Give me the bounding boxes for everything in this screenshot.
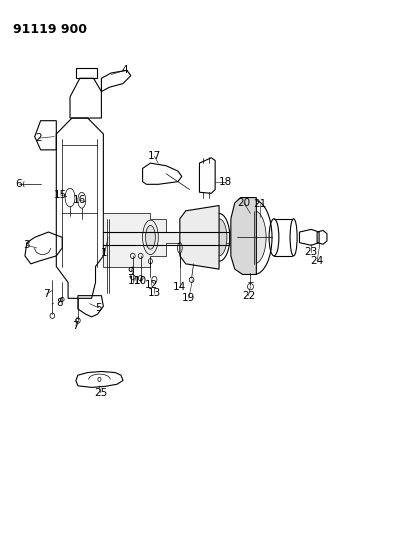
Text: 24: 24: [310, 256, 324, 266]
Text: 4: 4: [122, 66, 128, 75]
Text: 16: 16: [73, 195, 87, 205]
Text: 10: 10: [134, 276, 147, 286]
Text: 8: 8: [56, 297, 63, 308]
Text: 2: 2: [35, 133, 42, 143]
Text: 22: 22: [242, 290, 255, 301]
Text: 23: 23: [305, 247, 318, 257]
Text: 25: 25: [94, 387, 107, 398]
Text: 3: 3: [24, 240, 30, 251]
Text: 91119 900: 91119 900: [13, 22, 87, 36]
Text: 6: 6: [16, 179, 23, 189]
Polygon shape: [180, 206, 219, 269]
Text: 20: 20: [237, 198, 250, 208]
Text: 11: 11: [128, 276, 141, 286]
Polygon shape: [231, 198, 256, 274]
Text: 14: 14: [173, 281, 186, 292]
Text: 13: 13: [148, 288, 161, 298]
Text: 19: 19: [182, 293, 196, 303]
Text: 18: 18: [218, 176, 231, 187]
Polygon shape: [103, 214, 229, 266]
Ellipse shape: [243, 211, 266, 264]
Text: 7: 7: [43, 289, 50, 299]
Text: 9: 9: [128, 267, 134, 277]
Text: 17: 17: [148, 151, 161, 161]
Ellipse shape: [211, 219, 227, 256]
Text: 15: 15: [54, 190, 67, 200]
Ellipse shape: [145, 225, 155, 249]
Text: 5: 5: [95, 303, 102, 313]
Text: 12: 12: [145, 280, 158, 290]
Text: 7: 7: [73, 321, 79, 331]
Text: 21: 21: [254, 199, 267, 209]
Text: 1: 1: [101, 248, 108, 259]
